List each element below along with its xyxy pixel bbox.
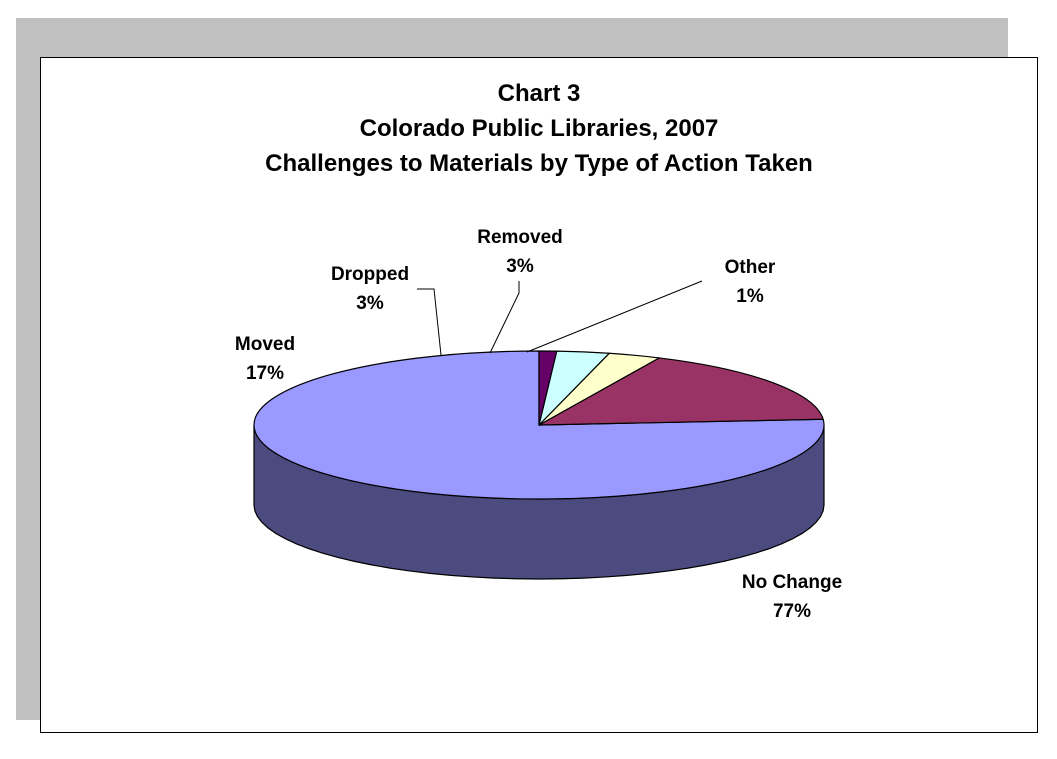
slice-label-moved: Moved xyxy=(235,334,295,355)
slice-label-other: Other xyxy=(725,257,776,278)
leader-line-other xyxy=(526,280,703,353)
slice-percent-other: 1% xyxy=(736,286,764,307)
pie-slice-other xyxy=(538,350,558,426)
chart-title-line-3: Challenges to Materials by Type of Actio… xyxy=(265,150,813,177)
slice-percent-no-change: 77% xyxy=(773,601,811,622)
slice-label-no-change: No Change xyxy=(742,572,842,593)
leader-line-dropped xyxy=(417,288,442,356)
chart-title-line-2: Colorado Public Libraries, 2007 xyxy=(359,115,719,142)
slice-percent-removed: 3% xyxy=(506,256,534,277)
leader-line-removed xyxy=(489,281,520,354)
slice-percent-dropped: 3% xyxy=(356,293,384,314)
slice-label-removed: Removed xyxy=(477,227,563,248)
chart-title-line-1: Chart 3 xyxy=(497,80,581,107)
slice-percent-moved: 17% xyxy=(246,363,284,384)
pie-slice-moved xyxy=(538,357,824,426)
slice-label-dropped: Dropped xyxy=(331,264,409,285)
